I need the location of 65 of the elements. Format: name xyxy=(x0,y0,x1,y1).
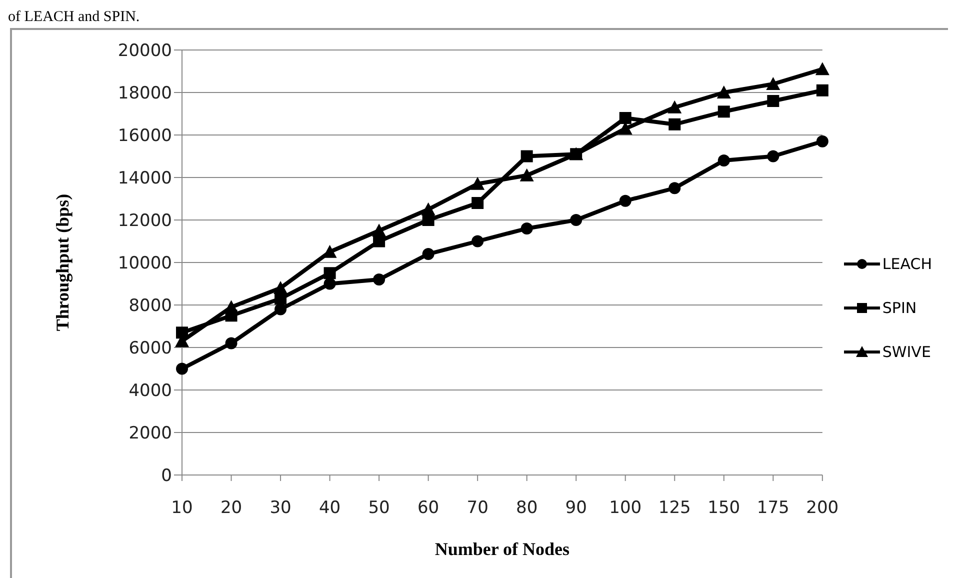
x-tick-label: 40 xyxy=(318,498,341,518)
point xyxy=(472,197,484,209)
point xyxy=(225,310,238,322)
y-tick-label: 14000 xyxy=(118,168,172,189)
point xyxy=(225,337,238,350)
point xyxy=(274,303,287,316)
point xyxy=(176,326,188,339)
y-tick-label: 20000 xyxy=(118,41,172,62)
point xyxy=(322,244,337,258)
point xyxy=(373,274,386,286)
point xyxy=(816,135,828,148)
point xyxy=(324,267,336,280)
point xyxy=(520,222,533,234)
y-tick-label: 2000 xyxy=(128,424,172,444)
point xyxy=(324,278,336,290)
point xyxy=(767,95,780,107)
point xyxy=(176,362,188,375)
point xyxy=(422,214,434,226)
y-tick-label: 12000 xyxy=(118,211,172,232)
x-tick-label: 70 xyxy=(466,498,488,518)
point xyxy=(373,235,386,248)
y-tick-label: 8000 xyxy=(128,296,172,316)
point xyxy=(718,106,730,118)
x-tick-label: 20 xyxy=(220,498,242,518)
point xyxy=(766,77,780,90)
point xyxy=(470,176,485,190)
point xyxy=(716,86,731,98)
text: of LEACH and SPIN. xyxy=(8,9,140,25)
y-tick-label: 18000 xyxy=(118,84,172,104)
point xyxy=(767,150,780,162)
x-tick-label: 100 xyxy=(609,498,642,518)
point xyxy=(520,150,533,162)
point xyxy=(472,235,484,248)
x-tick-label: 150 xyxy=(708,498,740,518)
y-tick-label: 10000 xyxy=(118,254,172,274)
point xyxy=(619,194,632,207)
y-tick-label: 16000 xyxy=(118,126,172,146)
point xyxy=(570,148,582,160)
point xyxy=(422,248,434,260)
x-tick-label: 50 xyxy=(368,498,390,518)
x-tick-label: 10 xyxy=(171,498,193,518)
x-tick-label: 60 xyxy=(417,498,440,518)
point xyxy=(815,62,830,76)
x-tick-label: 80 xyxy=(516,498,538,518)
point xyxy=(570,214,582,226)
y-tick-label: 6000 xyxy=(128,338,172,359)
y-tick-label: 0 xyxy=(161,466,172,486)
x-tick-label: 125 xyxy=(658,498,691,518)
point xyxy=(668,100,682,114)
legend-label: SWIVE xyxy=(882,342,931,360)
x-axis-title: Number of Nodes xyxy=(434,539,570,559)
x-tick-label: 90 xyxy=(565,498,587,518)
point xyxy=(718,154,730,166)
point xyxy=(816,84,828,96)
y-tick-label: 4000 xyxy=(128,381,172,402)
x-tick-label: 30 xyxy=(270,498,292,518)
point xyxy=(668,118,681,130)
legend-label: SPIN xyxy=(882,298,917,316)
point xyxy=(619,112,632,124)
legend-label: LEACH xyxy=(882,254,932,272)
point xyxy=(668,182,681,194)
point xyxy=(520,168,534,182)
y-axis-title: Throughput (bps) xyxy=(52,194,72,332)
x-tick-label: 200 xyxy=(806,498,839,518)
x-tick-label: 175 xyxy=(756,498,790,518)
